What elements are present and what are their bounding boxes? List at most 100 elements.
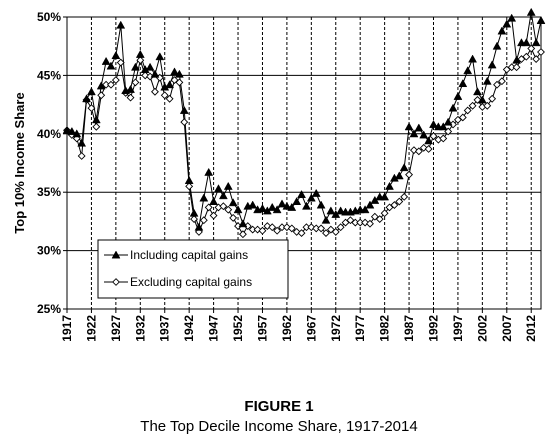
data-point-diamond [390, 201, 399, 209]
x-tick-label: 1997 [451, 315, 465, 342]
data-point-diamond [532, 55, 541, 63]
data-point-diamond [331, 227, 340, 236]
data-point-triangle [228, 198, 238, 207]
data-point-triangle [385, 181, 394, 190]
data-point-triangle [409, 129, 419, 138]
data-point-diamond [395, 197, 404, 206]
data-point-triangle [399, 163, 409, 172]
legend-marker [112, 278, 120, 286]
data-point-triangle [365, 200, 375, 209]
data-point-triangle [292, 197, 302, 205]
data-point-triangle [414, 123, 424, 132]
data-point-diamond [366, 219, 374, 228]
data-point-triangle [170, 67, 179, 76]
data-point-triangle [135, 49, 145, 58]
data-point-diamond [165, 94, 174, 103]
x-tick-label: 1992 [426, 315, 440, 342]
data-point-triangle [77, 138, 87, 147]
data-point-diamond [400, 192, 409, 201]
data-point-triangle [267, 202, 277, 211]
data-point-triangle [72, 129, 82, 138]
data-point-triangle [218, 191, 228, 200]
data-point-diamond [522, 52, 531, 61]
data-point-triangle [111, 51, 121, 59]
data-point-triangle [487, 60, 497, 69]
series-markers [62, 7, 546, 239]
data-point-diamond [92, 122, 101, 131]
data-point-triangle [194, 222, 204, 231]
data-point-diamond [204, 203, 213, 212]
data-point-triangle [502, 19, 512, 28]
data-point-triangle [302, 201, 311, 210]
data-point-triangle [482, 76, 492, 85]
legend-box [97, 239, 289, 299]
data-point-triangle [287, 202, 297, 211]
data-point-triangle [394, 171, 404, 180]
data-point-diamond [224, 205, 233, 214]
data-point-diamond [268, 223, 277, 232]
data-point-diamond [77, 152, 86, 160]
data-point-triangle [336, 206, 346, 215]
y-tick-label: 50% [37, 10, 61, 24]
data-point-diamond [458, 113, 467, 122]
x-tick-label: 1982 [378, 315, 392, 342]
data-point-diamond [87, 104, 96, 113]
data-point-diamond [405, 170, 413, 179]
data-point-triangle [448, 103, 458, 112]
data-point-triangle [91, 115, 101, 124]
data-point-diamond [361, 218, 370, 227]
x-tick-label: 2012 [524, 315, 538, 342]
data-point-triangle [272, 205, 282, 214]
data-point-triangle [321, 215, 331, 224]
data-point-diamond [209, 211, 218, 220]
data-point-diamond [497, 77, 506, 86]
data-point-triangle [67, 126, 77, 135]
data-point-triangle [492, 41, 502, 50]
data-point-diamond [473, 95, 482, 104]
x-tick-label: 1932 [133, 315, 147, 342]
data-point-triangle [282, 201, 292, 210]
data-point-triangle [214, 184, 223, 193]
data-point-triangle [126, 84, 135, 93]
x-tick-label: 1987 [402, 315, 416, 342]
data-point-triangle [326, 206, 336, 215]
data-point-diamond [97, 91, 106, 100]
legend-label: Including capital gains [130, 248, 248, 262]
y-tick-label: 45% [37, 68, 61, 82]
x-tick-label: 1962 [280, 315, 294, 342]
data-point-triangle [150, 69, 160, 78]
data-point-triangle [306, 193, 316, 202]
data-point-diamond [414, 147, 423, 156]
data-point-diamond [253, 225, 262, 234]
y-tick-label: 30% [37, 244, 61, 258]
data-point-diamond [72, 134, 81, 143]
data-point-triangle [360, 205, 370, 214]
data-point-triangle [179, 105, 189, 114]
data-point-diamond [199, 216, 208, 225]
data-point-triangle [82, 94, 91, 103]
x-tick-label: 1937 [158, 315, 172, 342]
data-point-triangle [468, 54, 478, 63]
data-point-triangle [536, 15, 546, 24]
data-point-diamond [463, 106, 472, 115]
data-point-triangle [101, 56, 111, 65]
data-point-diamond [126, 93, 135, 102]
x-tick-label: 1957 [255, 315, 269, 342]
y-axis-label: Top 10% Income Share [12, 92, 27, 233]
data-point-diamond [238, 230, 247, 239]
data-point-triangle [204, 167, 214, 176]
data-point-diamond [375, 215, 384, 224]
y-tick-label: 35% [37, 185, 61, 199]
data-point-diamond [175, 78, 184, 87]
data-point-diamond [190, 215, 198, 224]
data-point-diamond [439, 134, 448, 143]
legend-label: Excluding capital gains [130, 275, 252, 289]
data-point-triangle [526, 7, 536, 16]
data-point-diamond [297, 229, 306, 238]
data-point-triangle [277, 199, 287, 208]
data-point-triangle [316, 200, 326, 209]
legend-marker [111, 250, 121, 259]
x-tick-label: 1942 [182, 315, 196, 342]
data-point-diamond [429, 132, 438, 141]
data-point-triangle [106, 61, 116, 70]
